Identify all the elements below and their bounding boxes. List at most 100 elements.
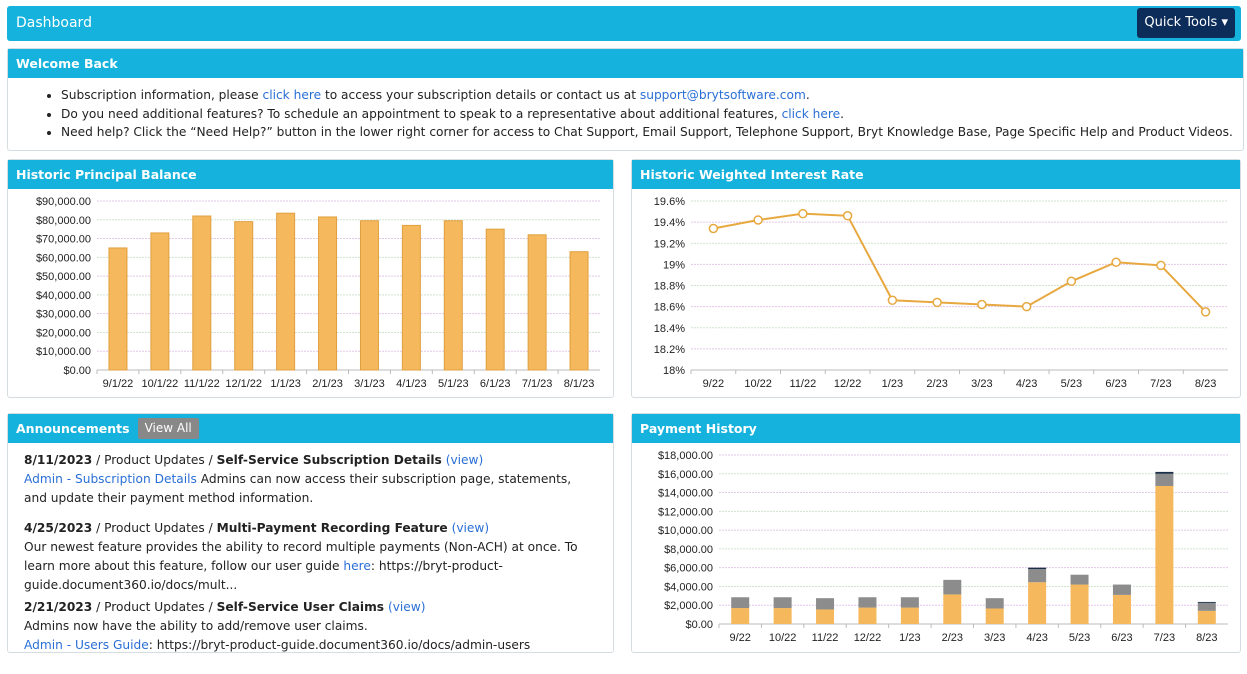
x-tick-label: 8/23: [1196, 632, 1217, 644]
view-all-button[interactable]: View All: [137, 418, 199, 439]
x-tick-label: 9/22: [729, 632, 750, 644]
user-guide-link[interactable]: here: [343, 559, 371, 573]
y-tick-label: $18,000.00: [658, 450, 713, 462]
data-point: [1021, 301, 1032, 312]
y-tick-label: $20,000.00: [36, 327, 91, 339]
page-title: Dashboard: [16, 15, 92, 31]
y-tick-label: $0.00: [685, 619, 713, 631]
data-point: [753, 215, 763, 225]
bar-segment: [731, 608, 750, 624]
bar: [359, 220, 379, 371]
welcome-line-help: Need help? Click the “Need Help?” button…: [61, 123, 1243, 142]
y-tick-label: 18%: [663, 365, 685, 377]
data-point: [798, 208, 808, 219]
users-guide-link[interactable]: Admin - Users Guide: [24, 638, 149, 652]
x-tick-label: 3/1/23: [354, 378, 385, 390]
x-tick-label: 4/23: [1026, 632, 1047, 644]
bar-segment: [773, 597, 792, 609]
y-tick-label: 19.4%: [654, 217, 685, 229]
principal-balance-chart: $0.00 $10,000.00 $20,000.00 $30,000.00 $40,0…: [36, 196, 600, 390]
bar-segment: [985, 608, 1004, 624]
y-tick-label: $6,000.00: [664, 563, 713, 575]
welcome-line-features: Do you need additional features? To sche…: [61, 105, 1243, 124]
x-tick-label: 12/22: [834, 378, 862, 390]
bar: [485, 228, 505, 371]
x-tick-label: 2/23: [926, 378, 947, 390]
x-tick-label: 2/23: [942, 632, 963, 644]
data-point: [708, 223, 719, 234]
x-tick-label: 11/1/22: [184, 378, 220, 390]
bar-segment: [1112, 594, 1131, 624]
bar-segment: [773, 608, 792, 624]
x-tick-label: 9/1/22: [103, 378, 134, 390]
support-email-link[interactable]: support@brytsoftware.com: [639, 88, 806, 102]
subscription-link[interactable]: click here: [262, 88, 322, 102]
payment-history-chart: $0.00 $2,000.00 $4,000.00 $6,000.00 $8,000.0…: [658, 450, 1228, 644]
bar-segment: [1112, 584, 1131, 595]
panel-title: Historic Principal Balance: [8, 160, 613, 189]
interest-rate-panel: Historic Weighted Interest Rate 18% 18.2%…: [631, 159, 1241, 398]
bar: [108, 247, 128, 371]
bar-segment: [1028, 569, 1047, 583]
x-tick-label: 2/1/23: [312, 378, 343, 390]
quick-tools-button[interactable]: Quick Tools ▾: [1137, 8, 1235, 38]
x-tick-label: 6/1/23: [480, 378, 511, 390]
announcement-item: 4/25/2023 / Product Updates / Multi-Paym…: [24, 521, 578, 592]
y-tick-label: $0.00: [63, 365, 91, 377]
x-tick-label: 5/1/23: [438, 378, 469, 390]
x-tick-label: 3/23: [971, 378, 992, 390]
x-tick-label: 1/1/23: [270, 378, 301, 390]
y-tick-label: $16,000.00: [658, 469, 713, 481]
data-point: [1066, 276, 1077, 287]
announcement-item: 2/21/2023 / Product Updates / Self-Servi…: [24, 600, 531, 652]
y-tick-label: $40,000.00: [36, 290, 91, 302]
top-bar: Dashboard Quick Tools ▾: [7, 6, 1241, 41]
y-tick-label: 18.8%: [654, 281, 685, 293]
view-link[interactable]: (view): [445, 453, 484, 467]
data-point: [1200, 307, 1211, 317]
welcome-line-subscription: Subscription information, please click h…: [61, 86, 1243, 105]
bar-segment: [1197, 601, 1216, 603]
welcome-title: Welcome Back: [8, 49, 1243, 78]
y-tick-label: $50,000.00: [36, 271, 91, 283]
bar-segment: [900, 597, 919, 608]
x-tick-label: 9/22: [703, 378, 724, 390]
subscription-details-link[interactable]: Admin - Subscription Details: [24, 472, 197, 486]
y-tick-label: 19%: [663, 259, 685, 271]
view-link[interactable]: (view): [387, 600, 426, 614]
x-tick-label: 3/23: [984, 632, 1005, 644]
x-tick-label: 7/1/23: [522, 378, 553, 390]
bar: [401, 224, 421, 371]
principal-balance-panel: Historic Principal Balance $0.00 $10,000.…: [7, 159, 614, 398]
bar-segment: [858, 607, 877, 624]
data-point: [977, 299, 987, 310]
y-tick-label: $10,000.00: [36, 346, 91, 358]
x-tick-label: 1/23: [899, 632, 920, 644]
x-tick-label: 5/23: [1061, 378, 1082, 390]
bar: [276, 212, 296, 371]
x-tick-label: 10/1/22: [142, 378, 179, 390]
welcome-panel: Welcome Back Subscription information, p…: [7, 48, 1244, 151]
x-tick-label: 6/23: [1105, 378, 1126, 390]
x-tick-label: 12/1/22: [225, 378, 262, 390]
x-tick-label: 11/22: [812, 632, 839, 644]
y-tick-label: 19.2%: [654, 238, 685, 250]
bar-segment: [1070, 574, 1089, 585]
x-tick-label: 4/23: [1016, 378, 1037, 390]
y-tick-label: $4,000.00: [664, 581, 713, 593]
bar-segment: [1155, 473, 1174, 486]
y-tick-label: 18.4%: [654, 323, 685, 335]
schedule-link[interactable]: click here: [781, 106, 841, 121]
bar: [150, 232, 170, 371]
x-tick-label: 10/22: [744, 378, 772, 390]
bar: [318, 216, 338, 371]
announcement-item: 8/11/2023 / Product Updates / Self-Servi…: [24, 453, 572, 505]
bar-segment: [985, 598, 1004, 609]
x-tick-label: 7/23: [1150, 378, 1171, 390]
series-line: [713, 212, 1207, 313]
y-tick-label: $10,000.00: [658, 525, 713, 537]
panel-title: Payment History: [632, 414, 1240, 443]
view-link[interactable]: (view): [451, 521, 490, 535]
payment-history-panel: Payment History $0.00 $2,000.00 $4,000.00 $…: [631, 413, 1241, 653]
data-point: [887, 295, 898, 306]
